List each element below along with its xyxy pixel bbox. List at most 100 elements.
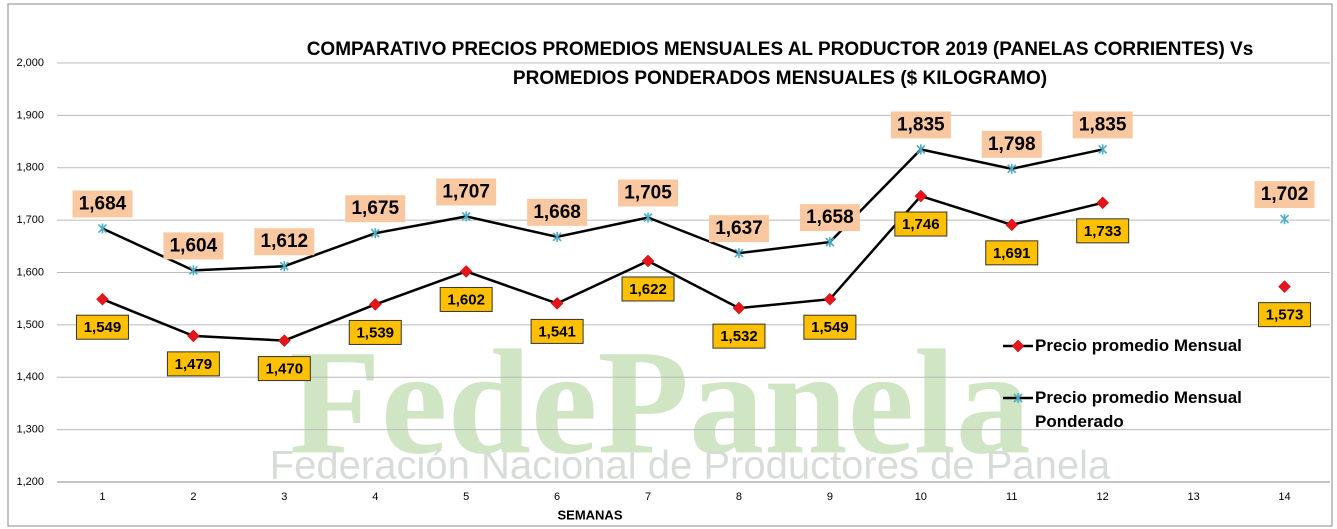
marker [550,297,564,310]
data-label-box [1076,218,1130,244]
y-tick-label: 1,500 [16,319,44,331]
data-label: 1,637 [715,218,763,239]
marker [1279,214,1290,225]
legend-label: Precio promedio Mensual [1035,336,1242,355]
marker [1098,144,1108,155]
data-label-box [72,190,133,218]
x-tick-label: 10 [915,491,927,503]
marker [1005,218,1019,232]
data-label: 1,746 [902,216,940,233]
y-tick-label: 1,300 [16,424,44,436]
marker [643,212,653,223]
data-label-box [708,215,769,243]
x-tick-label: 4 [372,491,378,503]
data-label-box [894,211,948,237]
data-label: 1,479 [175,356,213,373]
data-label-box [621,276,675,302]
marker [641,254,655,268]
legend-label: Precio promedio Mensual Ponderado [1035,388,1242,431]
marker [1007,163,1017,174]
chart-title: PROMEDIOS PONDERADOS MENSUALES ($ KILOGR… [513,68,1047,89]
y-tick-label: 1,700 [16,214,44,226]
data-label-box [345,195,406,223]
data-label: 1,573 [1266,307,1304,324]
marker [732,301,746,315]
data-label: 1,612 [261,231,309,252]
x-tick-label: 11 [1006,491,1017,503]
x-tick-label: 6 [554,491,560,503]
data-label: 1,532 [720,328,758,345]
marker [188,265,198,276]
data-label: 1,470 [266,361,304,378]
marker [97,223,108,234]
data-label-box [1258,302,1312,328]
marker [370,228,380,239]
x-tick-label: 3 [281,491,287,503]
marker [916,144,926,155]
data-label: 1,675 [351,198,399,219]
x-tick-label: 5 [463,491,469,503]
data-label-box [439,286,493,312]
marker [552,231,562,242]
marker [1096,196,1110,210]
marker [277,334,291,347]
data-label-box [803,314,857,340]
x-tick-label: 12 [1097,491,1109,503]
data-label-box [348,319,402,345]
y-tick-label: 1,800 [16,162,44,174]
data-label: 1,691 [993,245,1031,262]
data-label: 1,604 [170,235,218,256]
data-label: 1,705 [624,183,672,204]
data-label: 1,539 [356,324,394,341]
data-label-box [890,111,951,139]
data-label: 1,549 [811,319,849,336]
marker [96,292,109,306]
data-label: 1,733 [1084,223,1122,240]
marker [914,189,928,203]
data-label: 1,658 [806,207,854,228]
data-label-box [1072,111,1133,139]
data-label: 1,622 [629,281,667,298]
data-label-box [166,351,220,377]
data-label-box [254,228,315,256]
watermark: Federación Nacional de Productores de Pa… [270,444,1111,488]
marker [1278,280,1291,293]
y-tick-label: 1,400 [16,371,44,383]
data-label-box [618,179,679,207]
data-label-box [985,240,1039,266]
x-tick-label: 8 [736,491,742,503]
data-label: 1,549 [84,319,122,336]
marker [279,261,289,272]
data-label: 1,835 [897,114,945,135]
y-tick-label: 2,000 [16,57,44,69]
x-tick-label: 7 [645,491,651,503]
data-label: 1,541 [538,323,576,340]
marker [825,237,835,248]
data-label: 1,707 [442,181,490,202]
x-axis-label: SEMANAS [557,507,622,522]
marker [734,248,744,259]
data-label-box [1254,181,1315,209]
data-label-box [981,130,1042,158]
x-tick-label: 9 [827,491,833,503]
marker [368,298,382,311]
data-label: 1,835 [1079,114,1127,135]
x-tick-label: 2 [190,491,196,503]
chart-frame [7,3,1333,527]
data-label-box [527,198,588,226]
marker [187,329,200,343]
data-label-box [163,232,224,260]
data-label: 1,602 [447,291,485,308]
chart-title: COMPARATIVO PRECIOS PROMEDIOS MENSUALES … [307,39,1254,60]
data-label: 1,668 [533,202,581,223]
data-label: 1,702 [1261,184,1309,205]
data-label-box [712,323,766,349]
marker [461,211,471,222]
marker [459,265,473,278]
data-label-box [257,356,311,382]
marker [1011,339,1025,353]
marker [823,292,837,306]
y-tick-label: 1,900 [16,109,44,121]
